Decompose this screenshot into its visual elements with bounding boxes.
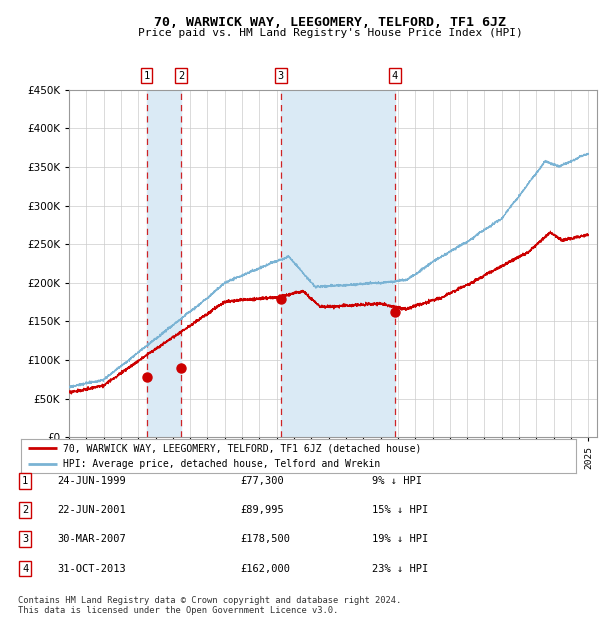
Text: £162,000: £162,000 [240, 564, 290, 574]
Text: 22-JUN-2001: 22-JUN-2001 [57, 505, 126, 515]
Bar [281, 90, 395, 437]
Text: £178,500: £178,500 [240, 534, 290, 544]
Text: 24-JUN-1999: 24-JUN-1999 [57, 476, 126, 486]
Text: 2: 2 [178, 71, 184, 81]
Text: 23% ↓ HPI: 23% ↓ HPI [372, 564, 428, 574]
Text: £89,995: £89,995 [240, 505, 284, 515]
Text: HPI: Average price, detached house, Telford and Wrekin: HPI: Average price, detached house, Telf… [62, 459, 380, 469]
Text: 3: 3 [278, 71, 284, 81]
Text: 31-OCT-2013: 31-OCT-2013 [57, 564, 126, 574]
Text: 9% ↓ HPI: 9% ↓ HPI [372, 476, 422, 486]
Text: 4: 4 [22, 564, 28, 574]
Text: 2: 2 [22, 505, 28, 515]
Text: 1: 1 [22, 476, 28, 486]
Text: 70, WARWICK WAY, LEEGOMERY, TELFORD, TF1 6JZ: 70, WARWICK WAY, LEEGOMERY, TELFORD, TF1… [154, 16, 506, 29]
Text: 1: 1 [143, 71, 149, 81]
Bar [146, 90, 181, 437]
Text: 70, WARWICK WAY, LEEGOMERY, TELFORD, TF1 6JZ (detached house): 70, WARWICK WAY, LEEGOMERY, TELFORD, TF1… [62, 443, 421, 453]
Text: 30-MAR-2007: 30-MAR-2007 [57, 534, 126, 544]
Text: 3: 3 [22, 534, 28, 544]
Text: 19% ↓ HPI: 19% ↓ HPI [372, 534, 428, 544]
Text: 4: 4 [392, 71, 398, 81]
Text: £77,300: £77,300 [240, 476, 284, 486]
Text: 15% ↓ HPI: 15% ↓ HPI [372, 505, 428, 515]
Text: Price paid vs. HM Land Registry's House Price Index (HPI): Price paid vs. HM Land Registry's House … [137, 28, 523, 38]
Text: Contains HM Land Registry data © Crown copyright and database right 2024.
This d: Contains HM Land Registry data © Crown c… [18, 596, 401, 615]
